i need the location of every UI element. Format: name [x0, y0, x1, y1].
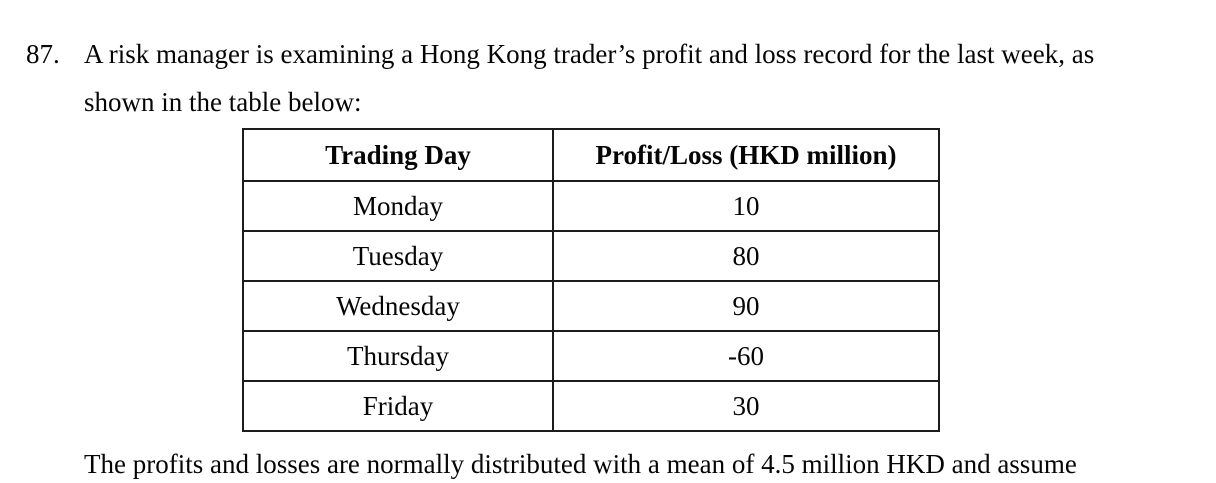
table-row-tuesday: Tuesday 80 — [242, 230, 940, 282]
column-header-profit-loss: Profit/Loss (HKD million) — [552, 128, 940, 182]
cell-pl-thursday: -60 — [552, 330, 940, 382]
question-text-line-1: A risk manager is examining a Hong Kong … — [84, 39, 1095, 69]
cell-day-wednesday: Wednesday — [242, 280, 554, 332]
profit-loss-table: Trading Day Profit/Loss (HKD million) Mo… — [242, 128, 940, 432]
cell-day-monday: Monday — [242, 180, 554, 232]
question-number: 87. — [26, 39, 60, 69]
table-header-row: Trading Day Profit/Loss (HKD million) — [242, 128, 940, 182]
question-text-line-2: shown in the table below: — [84, 87, 362, 117]
column-header-trading-day: Trading Day — [242, 128, 554, 182]
paragraph-text: The profits and losses are normally dist… — [84, 449, 1077, 479]
table-row-thursday: Thursday -60 — [242, 330, 940, 382]
table-row-wednesday: Wednesday 90 — [242, 280, 940, 332]
cell-day-friday: Friday — [242, 380, 554, 432]
cell-pl-friday: 30 — [552, 380, 940, 432]
cell-day-tuesday: Tuesday — [242, 230, 554, 282]
table-row-monday: Monday 10 — [242, 180, 940, 232]
cell-day-thursday: Thursday — [242, 330, 554, 382]
cell-pl-wednesday: 90 — [552, 280, 940, 332]
table-row-friday: Friday 30 — [242, 380, 940, 432]
cell-pl-tuesday: 80 — [552, 230, 940, 282]
cell-pl-monday: 10 — [552, 180, 940, 232]
